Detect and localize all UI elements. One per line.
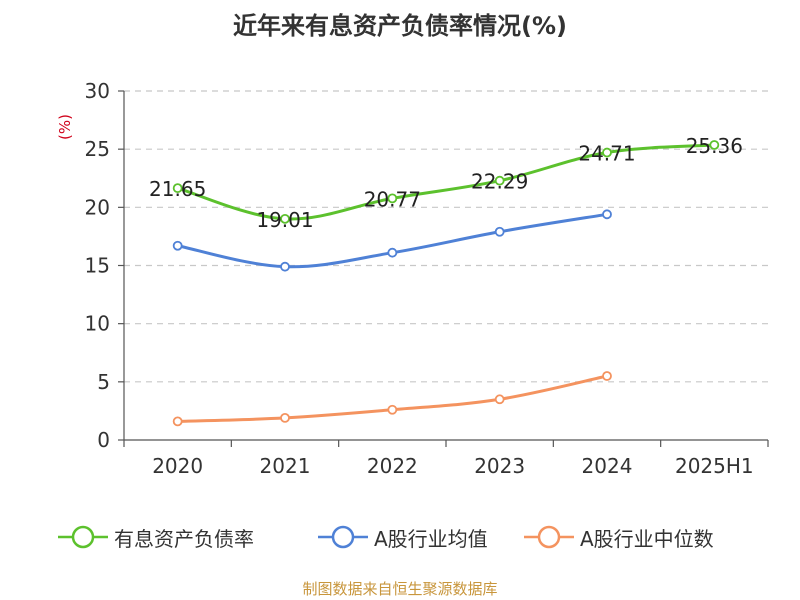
y-tick-label: 15 bbox=[85, 254, 110, 278]
data-point bbox=[280, 261, 290, 272]
data-point bbox=[494, 175, 505, 186]
data-label: 20.77 bbox=[364, 187, 421, 211]
x-tick-label: 2020 bbox=[152, 454, 203, 478]
data-point bbox=[280, 213, 290, 224]
gridlines bbox=[124, 90, 768, 383]
legend-marker-icon bbox=[318, 525, 368, 549]
legend-marker-icon bbox=[524, 525, 574, 549]
data-label: 25.36 bbox=[686, 134, 743, 158]
data-label: 19.01 bbox=[256, 208, 313, 232]
data-point bbox=[602, 371, 612, 381]
chart-title: 近年来有息资产负债率情况(%) bbox=[233, 12, 567, 40]
series-line-1 bbox=[176, 212, 609, 269]
data-point bbox=[387, 247, 398, 258]
data-point bbox=[387, 404, 398, 415]
legend-item[interactable]: A股行业中位数 bbox=[524, 520, 714, 554]
data-point bbox=[494, 394, 505, 405]
source-note: 制图数据来自恒生聚源数据库 bbox=[302, 580, 498, 598]
legend-item[interactable]: 有息资产负债率 bbox=[58, 520, 254, 554]
data-point bbox=[494, 226, 505, 237]
x-tick-label: 2024 bbox=[582, 454, 633, 478]
data-point bbox=[172, 183, 183, 194]
data-point bbox=[602, 209, 612, 220]
data-point bbox=[172, 240, 183, 251]
legend-marker-icon bbox=[58, 525, 108, 549]
series-lines bbox=[176, 143, 716, 423]
legend-label: A股行业均值 bbox=[374, 526, 488, 551]
y-tick-label: 20 bbox=[85, 195, 110, 219]
y-tick-label: 30 bbox=[85, 79, 110, 103]
y-tick-label: 0 bbox=[97, 428, 110, 452]
x-tick-label: 2022 bbox=[367, 454, 418, 478]
x-tick-label: 2021 bbox=[260, 454, 311, 478]
legend-item[interactable]: A股行业均值 bbox=[318, 520, 488, 554]
y-tick-label: 10 bbox=[85, 312, 110, 336]
axes: 0 5 10 15 20 25 30 (%) 2020 2021 2022 2023 2024 2025H… bbox=[56, 79, 769, 478]
data-point bbox=[280, 412, 290, 423]
series-line-0 bbox=[176, 143, 716, 221]
legend-label: A股行业中位数 bbox=[580, 526, 714, 551]
x-tick-label: 2023 bbox=[474, 454, 525, 478]
data-point bbox=[387, 193, 398, 204]
data-point bbox=[172, 416, 183, 427]
x-tick-label: 2025H1 bbox=[675, 454, 754, 478]
y-tick-label: 25 bbox=[85, 137, 110, 161]
data-labels: 21.65 19.01 20.77 22.29 24.71 25.36 bbox=[149, 134, 743, 232]
data-point bbox=[602, 147, 612, 158]
y-tick-label: 5 bbox=[97, 370, 110, 394]
data-point bbox=[709, 140, 720, 150]
legend: 有息资产负债率 A股行业均值 A股行业中位数 bbox=[0, 520, 800, 554]
data-label: 22.29 bbox=[471, 170, 528, 194]
data-label: 21.65 bbox=[149, 177, 206, 201]
y-axis-title: (%) bbox=[56, 114, 74, 140]
series-points bbox=[172, 140, 720, 427]
data-label: 24.71 bbox=[578, 142, 635, 166]
legend-label: 有息资产负债率 bbox=[114, 526, 254, 551]
